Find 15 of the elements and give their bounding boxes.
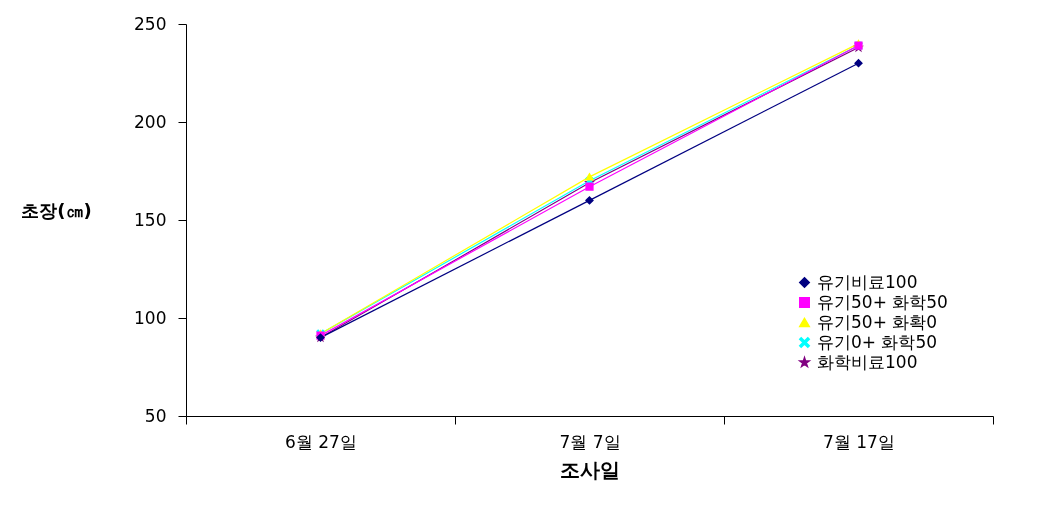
y-tick-label: 50 — [144, 405, 167, 426]
legend-label: 유기0+ 화학50 — [817, 331, 938, 352]
legend-label: 유기50+ 화학50 — [817, 291, 948, 312]
x-axis-title: 조사일 — [560, 457, 620, 482]
y-tick-label: 200 — [134, 111, 167, 132]
y-tick-label: 150 — [134, 209, 167, 230]
x-tick-label: 7월 7일 — [559, 431, 621, 452]
legend-label: 유기비료100 — [817, 271, 918, 292]
x-tick-label: 7월 17일 — [823, 431, 895, 452]
y-tick-label: 100 — [134, 307, 167, 328]
y-tick-label: 250 — [134, 13, 167, 34]
y-axis-title: 초장(㎝) — [21, 199, 92, 221]
x-tick-label: 6월 27일 — [285, 431, 357, 452]
legend-label: 유기50+ 화확0 — [817, 311, 938, 332]
legend-label: 화학비료100 — [817, 351, 918, 372]
